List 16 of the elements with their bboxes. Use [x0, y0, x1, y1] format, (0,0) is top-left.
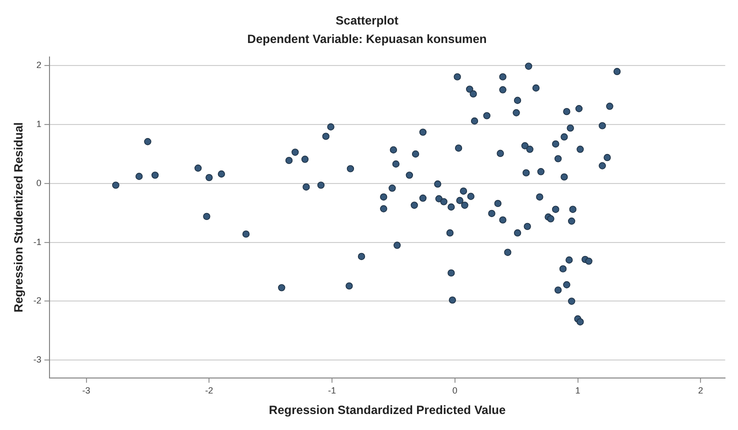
y-tick-label: 2	[36, 60, 42, 70]
y-tick-label: 1	[36, 119, 42, 130]
x-tick-label: -2	[205, 386, 214, 396]
chart-title: Scatterplot	[336, 14, 398, 28]
y-tick-label: -3	[33, 354, 42, 365]
x-axis-title: Regression Standardized Predicted Value	[268, 403, 506, 418]
x-tick-label: 2	[698, 386, 704, 396]
y-tick-label: 0	[36, 178, 42, 188]
y-axis-title: Regression Studentized Residual	[12, 122, 26, 312]
x-tick-label: -1	[328, 386, 336, 396]
y-tick-label: -1	[33, 236, 42, 247]
x-tick-label: 1	[575, 386, 580, 396]
y-tick-label: -2	[33, 296, 42, 306]
chart-subtitle: Dependent Variable: Kepuasan konsumen	[247, 32, 487, 46]
x-tick-label: -3	[82, 386, 90, 396]
x-tick-label: 0	[452, 386, 458, 396]
